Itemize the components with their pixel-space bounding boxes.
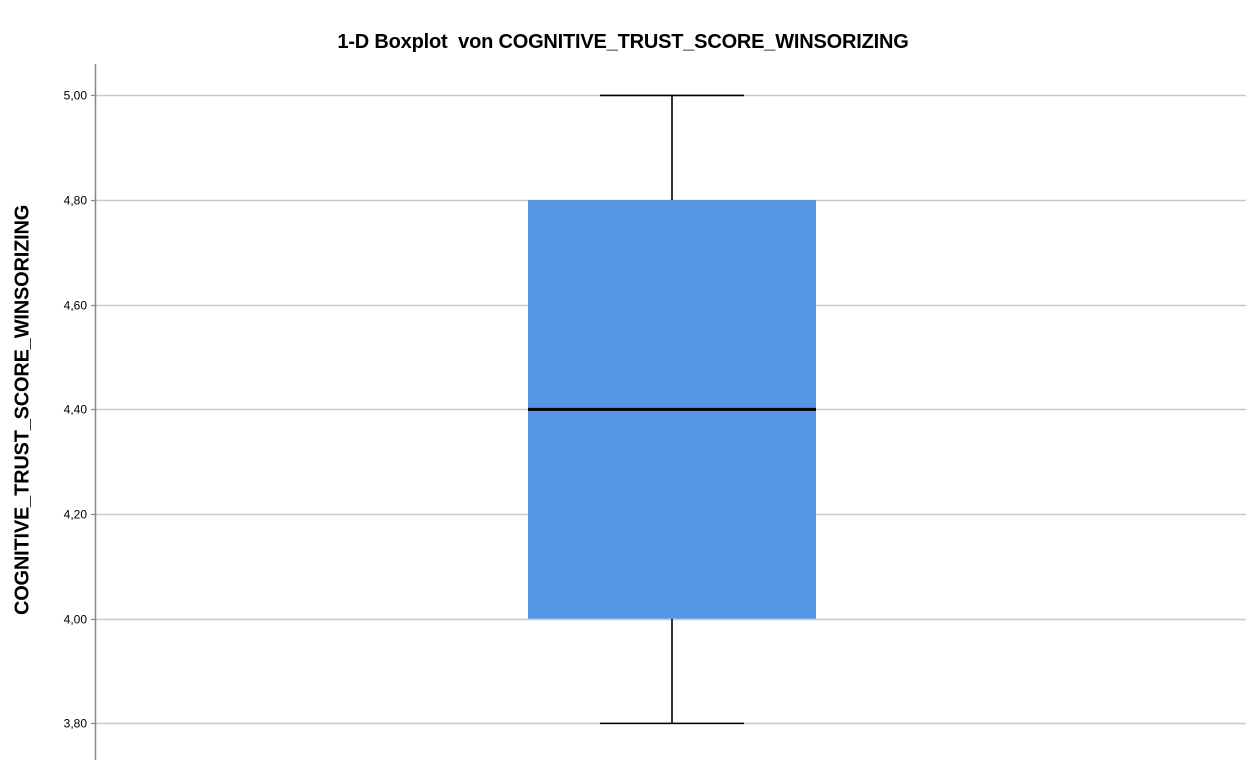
y-tick-label-0: 3,80 bbox=[64, 717, 88, 731]
y-tick-label-2: 4,20 bbox=[64, 508, 88, 522]
y-tick-label-5: 4,80 bbox=[64, 194, 88, 208]
y-tick-label-3: 4,40 bbox=[64, 403, 88, 417]
y-tick-label-4: 4,60 bbox=[64, 299, 88, 313]
chart-title: 1-D Boxplot von COGNITIVE_TRUST_SCORE_WI… bbox=[337, 31, 909, 53]
y-tick-label-1: 4,00 bbox=[64, 613, 88, 627]
y-tick-label-6: 5,00 bbox=[64, 89, 88, 103]
